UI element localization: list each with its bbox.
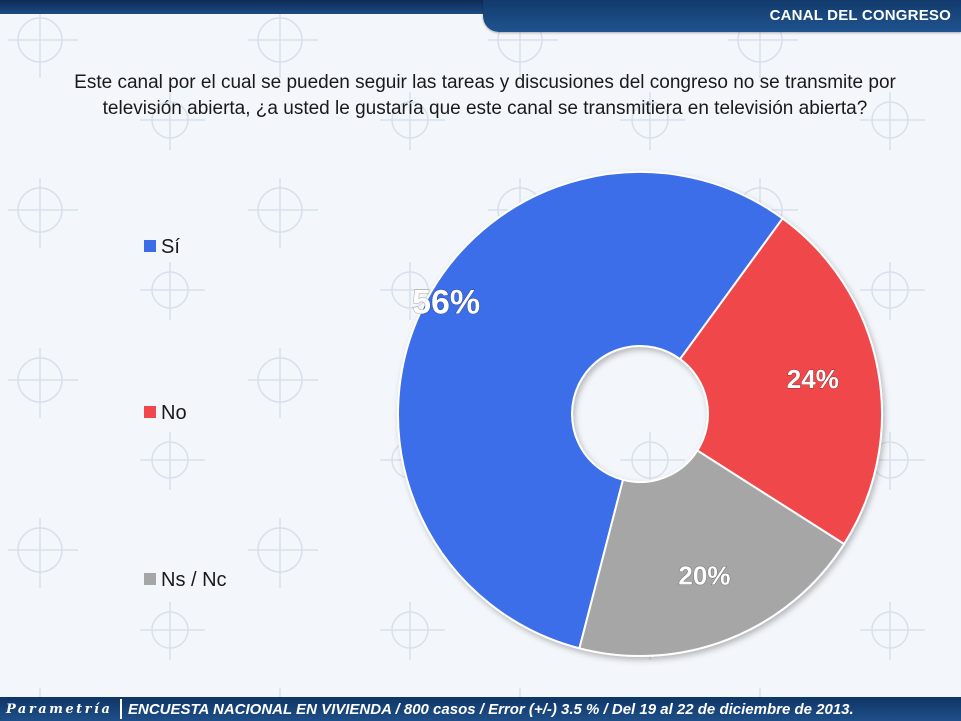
slice-nsnc: [578, 449, 846, 657]
section-tab: CANAL DEL CONGRESO: [483, 0, 961, 32]
legend-swatch-si: [144, 240, 156, 252]
footer-source: ENCUESTA NACIONAL EN VIVIENDA / 800 caso…: [128, 701, 854, 718]
footer-separator: [120, 699, 122, 719]
legend-item-no: No: [144, 402, 187, 425]
footer-band: [0, 697, 961, 721]
legend-label-nsnc: Ns / Nc: [161, 569, 227, 591]
legend-item-si: Sí: [144, 236, 180, 259]
legend-swatch-nsnc: [144, 573, 156, 585]
data-label-nsnc: 20%: [678, 561, 730, 591]
legend-swatch-no: [144, 406, 156, 418]
slice-no: [678, 217, 883, 546]
legend-item-nsnc: Ns / Nc: [144, 569, 227, 592]
survey-question: Este canal por el cual se pueden seguir …: [74, 72, 896, 119]
data-label-no: 24%: [787, 364, 839, 394]
data-label-si: 56%: [412, 283, 480, 321]
parametria-logo: Parametría: [6, 702, 113, 717]
slice-si: [397, 171, 784, 650]
section-title: CANAL DEL CONGRESO: [769, 7, 951, 24]
legend-label-no: No: [161, 402, 187, 424]
legend-label-si: Sí: [161, 236, 180, 258]
